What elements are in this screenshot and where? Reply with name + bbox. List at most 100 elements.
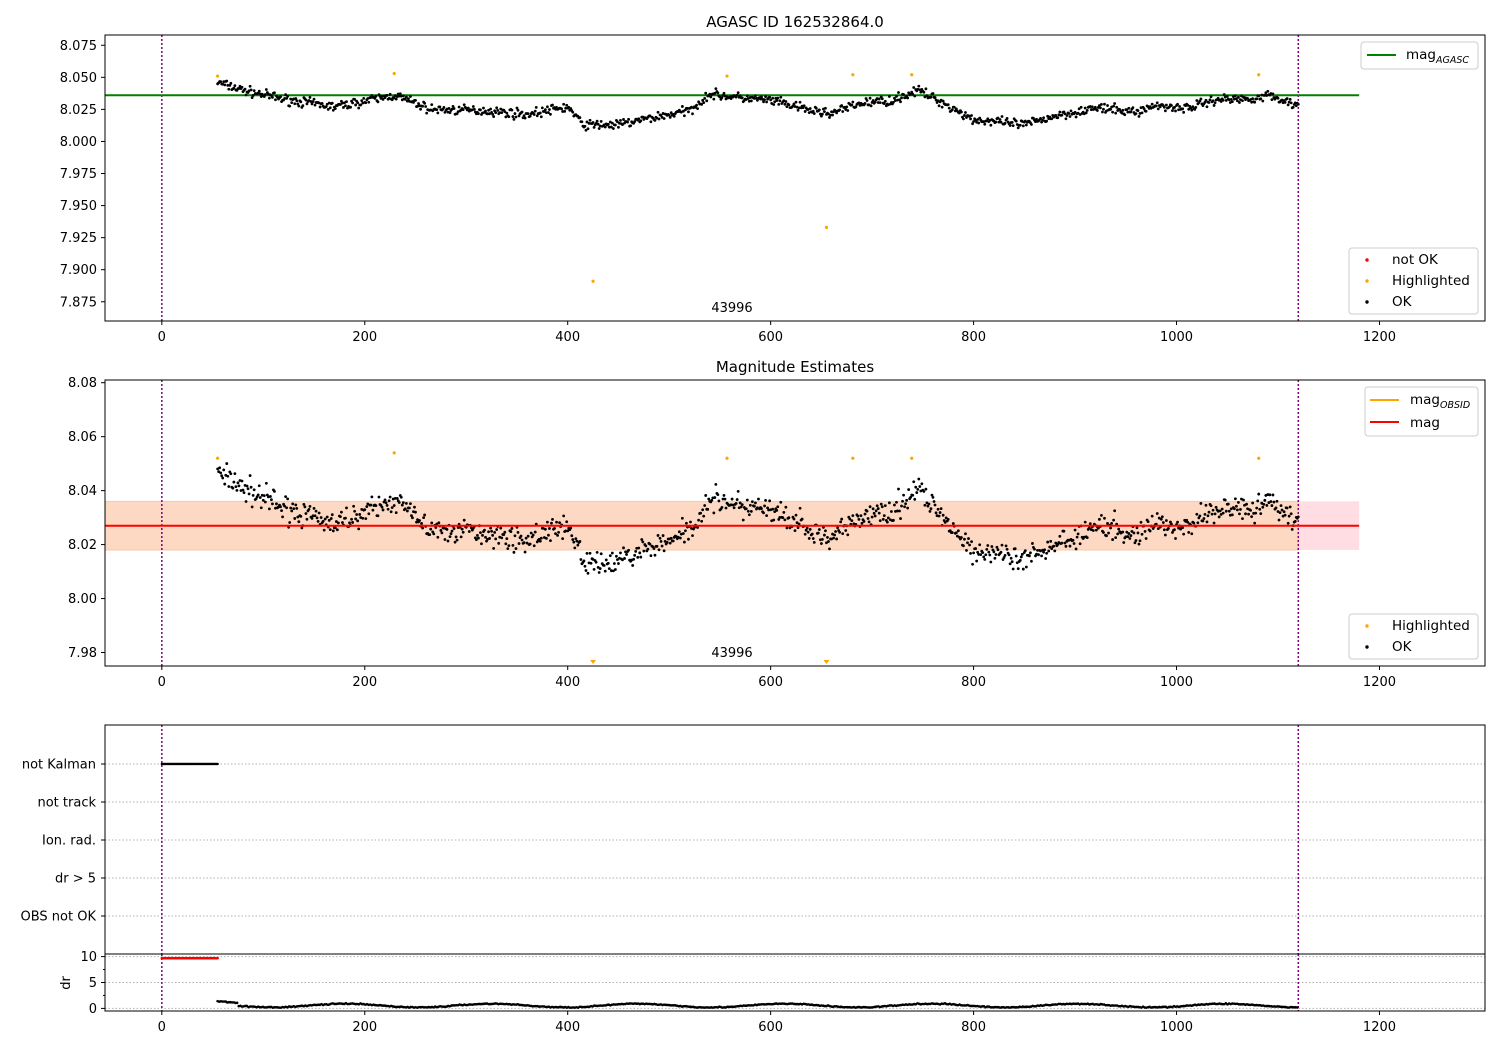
ok-point — [358, 513, 362, 516]
ok-point — [954, 107, 958, 111]
ok-point — [1249, 509, 1253, 512]
ok-point — [1002, 556, 1006, 559]
ok-point — [280, 509, 283, 513]
ok-point — [247, 492, 251, 496]
ok-point — [242, 491, 246, 495]
ok-point — [656, 110, 660, 114]
ok-point — [497, 541, 501, 545]
ok-point — [308, 504, 312, 508]
dr-panel: 0 5 10 0 200 400 600 800 1000 1200 dr — [59, 950, 1486, 1035]
ok-point — [977, 553, 981, 556]
ok-point — [863, 102, 867, 105]
ok-point — [1236, 99, 1239, 103]
ok-point — [328, 528, 332, 532]
ok-point — [314, 509, 318, 513]
y-tick-label: 10 — [80, 950, 97, 965]
ok-point — [1126, 535, 1130, 538]
ok-point — [775, 99, 779, 102]
ok-point — [390, 506, 394, 510]
ok-point — [511, 543, 515, 547]
ok-point — [784, 505, 788, 509]
ok-point — [697, 518, 701, 522]
ok-point — [954, 531, 958, 535]
ok-point — [922, 489, 926, 493]
ok-point — [792, 102, 796, 106]
ok-point — [976, 118, 980, 121]
ok-point — [585, 120, 589, 124]
ok-point — [354, 103, 358, 107]
ok-point — [450, 529, 454, 533]
ok-point — [851, 100, 855, 104]
ok-point — [330, 513, 334, 517]
ok-point — [680, 516, 684, 520]
ok-point — [749, 99, 753, 103]
highlighted-point — [725, 74, 729, 78]
ok-point — [1047, 549, 1051, 553]
ok-point — [488, 537, 491, 540]
ok-point — [397, 94, 401, 98]
ok-point — [981, 551, 985, 555]
ok-point — [1259, 97, 1263, 101]
ok-point — [381, 508, 385, 512]
ok-point — [279, 95, 282, 99]
ok-point — [405, 99, 409, 103]
ok-point — [746, 509, 750, 513]
ok-point — [696, 107, 699, 111]
ok-point — [713, 91, 717, 95]
ok-point — [273, 91, 276, 95]
ok-point — [421, 104, 425, 108]
ok-point — [599, 552, 603, 556]
ok-point — [649, 554, 653, 558]
ok-point — [249, 485, 253, 489]
ok-point — [773, 100, 777, 104]
ok-point — [330, 101, 334, 105]
ok-point — [744, 507, 748, 511]
ok-point — [887, 95, 891, 98]
ok-point — [736, 490, 740, 493]
ok-point — [906, 506, 910, 510]
ok-point — [771, 507, 775, 511]
ok-point — [267, 96, 271, 100]
ok-point — [900, 96, 903, 100]
ok-point — [1003, 121, 1007, 125]
ok-point — [490, 529, 494, 533]
ok-point — [271, 95, 274, 99]
ok-point — [556, 533, 559, 537]
ok-point — [574, 537, 578, 541]
ok-point — [579, 558, 583, 561]
ok-point — [917, 477, 921, 481]
ok-point — [283, 97, 287, 100]
ok-point — [777, 102, 781, 106]
ok-point — [236, 481, 240, 485]
ok-point — [491, 112, 495, 116]
ok-point — [353, 509, 357, 513]
ok-point — [406, 97, 410, 101]
ok-point — [639, 555, 643, 559]
ok-point — [385, 503, 389, 507]
highlighted-point — [851, 456, 855, 460]
ok-point — [824, 106, 827, 110]
ok-point — [1011, 124, 1015, 128]
ok-point — [1220, 507, 1224, 511]
ok-point — [811, 537, 815, 540]
ok-point — [1209, 95, 1213, 99]
ok-point — [477, 112, 480, 116]
ok-point — [1264, 91, 1268, 95]
y-tick-label: 8.02 — [68, 538, 97, 553]
ok-point — [1021, 124, 1025, 128]
ok-point — [1176, 102, 1179, 106]
ok-point — [1263, 498, 1267, 502]
ok-point — [363, 508, 367, 512]
ok-point — [281, 515, 284, 519]
ok-point — [1252, 511, 1256, 515]
ok-point — [745, 498, 749, 502]
ok-point — [492, 547, 496, 550]
ok-point — [356, 519, 360, 523]
ok-point — [1014, 119, 1018, 123]
ok-point — [229, 81, 233, 85]
ok-point — [359, 103, 363, 107]
ok-point — [694, 105, 697, 109]
highlighted-point — [216, 456, 220, 460]
ok-point — [641, 540, 645, 544]
ok-point — [1150, 102, 1154, 106]
